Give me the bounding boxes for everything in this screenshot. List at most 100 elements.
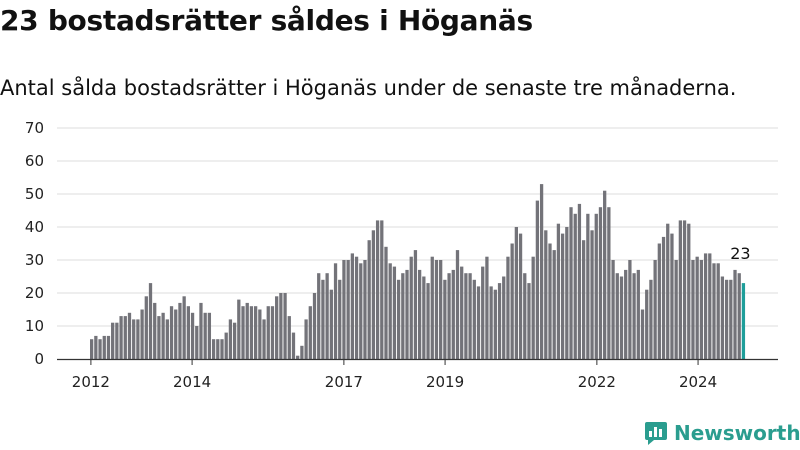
latest-value-label: 23 [730,244,750,263]
bar: 2018-03: 27 [405,269,409,359]
bar: 2014-06: 6 [216,339,220,359]
bar: 2012-10: 12 [132,319,136,359]
bar: 2015-10: 20 [283,293,287,359]
bar: 2012-01: 7 [94,335,98,359]
bar: 2019-04: 28 [460,266,464,359]
bar: 2020-09: 31 [531,256,535,359]
bar: 2014-02: 17 [199,302,203,359]
x-tick-label: 2022 [578,373,616,391]
bar: 2021-05: 40 [565,227,569,359]
bars: 2011-12: 62012-01: 72012-02: 62012-03: 7… [90,184,746,359]
bar: 2016-12: 30 [342,260,346,359]
y-tick-label: 0 [34,350,44,368]
chart-title: 23 bostadsrätter såldes i Höganäs [0,4,533,37]
bar: 2021-04: 38 [560,233,565,359]
bar: 2024-10: 26 [737,273,741,359]
bar: 2021-11: 39 [590,230,594,359]
bar: 2015-02: 16 [249,306,254,359]
bar: 2019-01: 26 [447,273,451,359]
bar: 2018-06: 27 [418,269,422,359]
bar: 2015-05: 12 [262,319,266,359]
y-tick-label: 20 [25,284,44,302]
bar: 2023-03: 35 [657,243,661,359]
y-tick-label: 10 [25,317,44,335]
bar: 2015-12: 8 [291,332,296,359]
bar: 2017-07: 39 [371,230,376,359]
bar: 2024-06: 25 [720,276,725,359]
bar: 2021-01: 35 [548,243,552,359]
bar: 2022-07: 27 [624,269,628,359]
bar: 2013-06: 12 [165,319,169,359]
bar: 2021-02: 33 [552,250,556,359]
bar: 2017-10: 34 [384,246,388,359]
bar: 2013-11: 16 [186,306,190,359]
bar: 2022-09: 26 [632,273,636,359]
bar: 2024-08: 24 [729,279,733,359]
y-tick-label: 50 [25,185,44,203]
y-tick-label: 60 [25,152,44,170]
bar: 2019-08: 22 [476,286,481,359]
x-tick-label: 2014 [173,373,211,391]
bar: 2023-06: 38 [670,233,674,359]
bar: 2022-11: 15 [640,309,645,359]
bar: 2024-04: 29 [712,263,716,359]
bar: 2022-01: 46 [598,207,603,359]
bar: 2023-11: 30 [691,260,695,359]
bar: 2014-08: 8 [224,332,228,359]
bar: 2022-12: 21 [645,289,649,359]
bar: 2014-10: 11 [232,322,237,359]
bar: 2020-05: 40 [514,227,518,359]
bar: 2023-09: 42 [682,220,687,359]
bar: 2023-01: 24 [649,279,653,359]
x-axis-ticks: 2012 2014 2017 2019 2022 2024 [72,359,717,391]
bar: 2012-04: 7 [106,335,111,359]
bar: 2019-02: 27 [451,269,455,359]
bar: 2019-10: 31 [485,256,489,359]
newsworthy-logo: Newsworthy [644,420,800,446]
bar: 2016-06: 26 [317,273,321,359]
bar: 2017-04: 29 [359,263,363,359]
newsworthy-logo-text: Newsworthy [674,421,800,445]
y-tick-label: 30 [25,251,44,269]
y-tick-label: 70 [25,119,44,137]
bar: 2018-09: 31 [430,256,434,359]
bar: 2013-09: 17 [178,302,182,359]
bar: 2017-02: 32 [350,253,354,359]
y-tick-label: 40 [25,218,44,236]
bar: 2014-11: 18 [237,299,241,359]
bar: 2015-06: 16 [266,306,270,359]
bar: 2021-12: 44 [594,213,598,359]
bar: 2014-09: 12 [228,319,233,359]
bar: 2018-05: 33 [413,250,418,359]
bar: 2015-07: 16 [270,306,275,359]
bar: 2024-09: 27 [733,269,737,359]
gridlines [57,127,778,327]
bar: 2012-08: 13 [123,316,127,359]
bar: 2012-03: 7 [102,335,106,359]
bar: 2023-04: 37 [661,236,666,359]
bar: 2012-11: 12 [136,319,140,359]
bar: 2021-08: 47 [577,203,582,359]
bar: 2013-02: 23 [148,283,153,359]
bar: 2018-07: 25 [422,276,426,359]
bar: 2013-01: 19 [144,296,148,359]
bar: 2022-04: 30 [611,260,615,359]
bar: 2023-10: 41 [687,223,691,359]
x-tick-label: 2017 [325,373,363,391]
bar: 2016-08: 26 [325,273,329,359]
bar: 2013-03: 17 [153,302,157,359]
bar: 2020-11: 53 [539,184,544,359]
bar: 2015-03: 16 [254,306,258,359]
bar: 2024-02: 32 [703,253,708,359]
newsworthy-logo-icon [645,422,667,445]
bar: 2013-05: 14 [161,312,165,359]
bar: 2022-05: 26 [615,273,619,359]
bar: 2012-06: 11 [115,322,119,359]
chart-subtitle: Antal sålda bostadsrätter i Höganäs unde… [0,76,737,100]
bar: 2018-04: 31 [409,256,413,359]
bar: 2019-12: 21 [493,289,497,359]
bar: 2016-03: 12 [304,319,308,359]
bar: 2018-02: 26 [401,273,405,359]
bar: 2020-02: 25 [502,276,506,359]
bar: 2014-03: 14 [203,312,207,359]
